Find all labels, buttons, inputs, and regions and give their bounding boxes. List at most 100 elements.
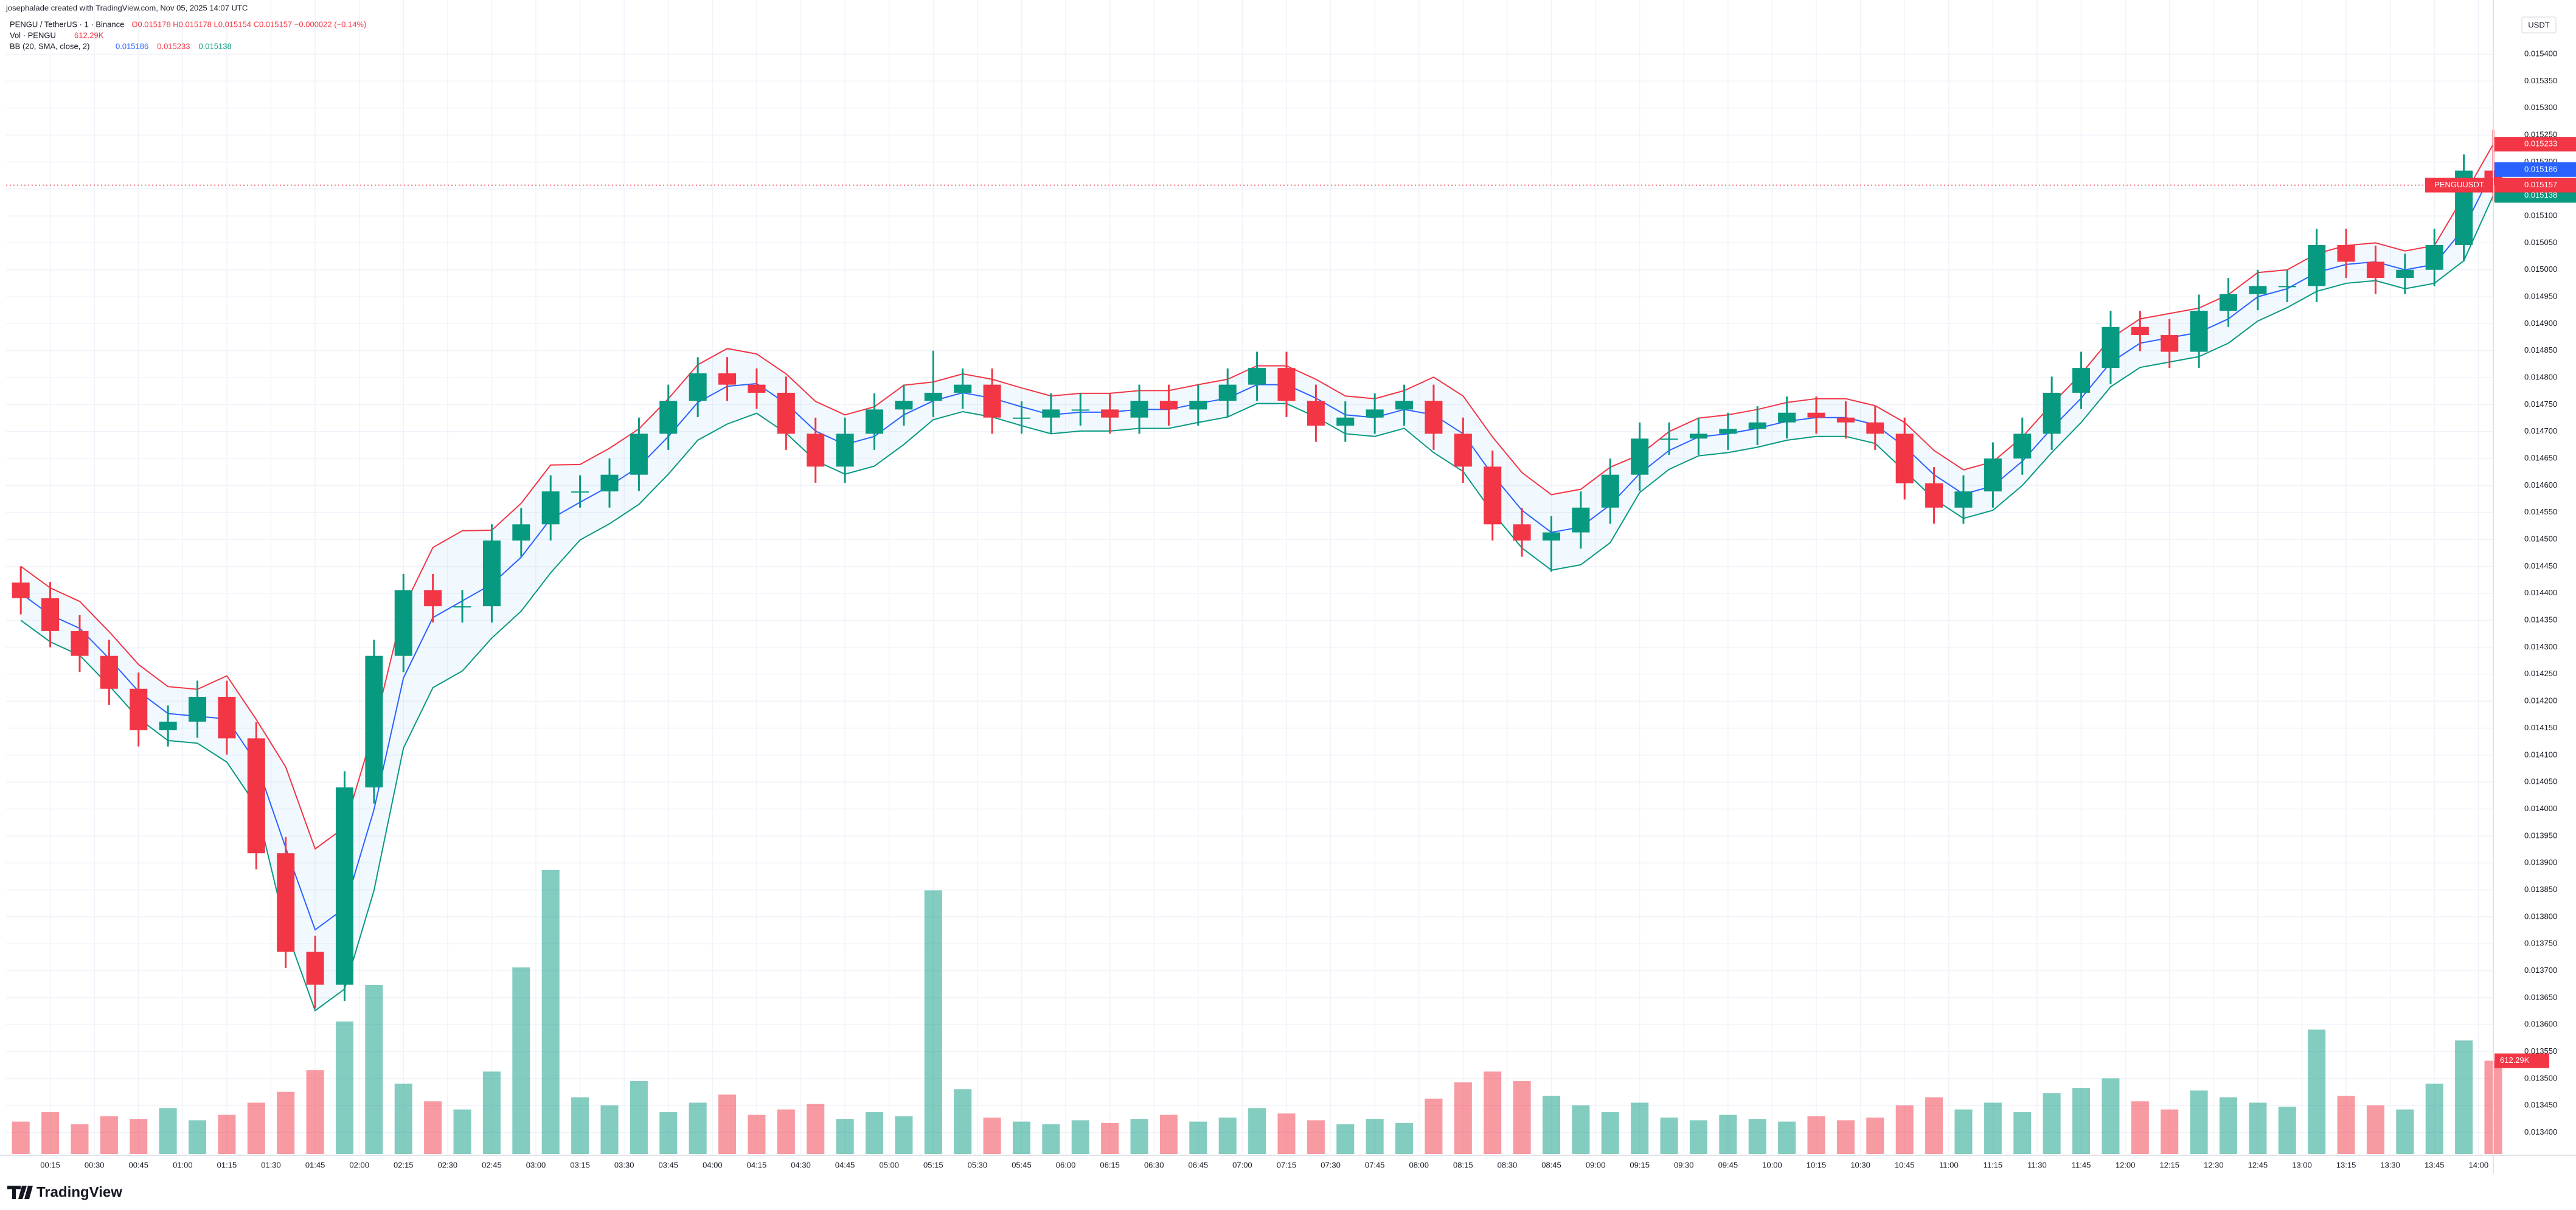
x-tick-label: 02:15: [394, 1160, 414, 1169]
volume-bar: [335, 1022, 354, 1154]
volume-bar: [306, 1070, 324, 1154]
volume-bar: [630, 1080, 648, 1154]
volume-bar: [1807, 1116, 1825, 1154]
x-tick-label: 09:00: [1586, 1160, 1606, 1169]
y-tick-label: 0.013400: [2524, 1127, 2557, 1136]
x-tick-label: 03:45: [659, 1160, 679, 1169]
candle-body: [2072, 368, 2091, 393]
y-tick-label: 0.015400: [2524, 49, 2557, 58]
candle-body: [1307, 401, 1325, 426]
y-tick-label: 0.013550: [2524, 1046, 2557, 1056]
x-tick-label: 03:30: [614, 1160, 634, 1169]
candle-body: [689, 373, 707, 401]
candle-body: [2337, 244, 2355, 262]
y-tick-label: 0.014150: [2524, 723, 2557, 732]
volume-bar: [189, 1120, 207, 1154]
candle-body: [306, 952, 324, 985]
candle-body: [630, 434, 648, 475]
volume-bar: [1689, 1120, 1707, 1154]
x-tick-label: 04:00: [703, 1160, 723, 1169]
volume-bar: [983, 1117, 1001, 1154]
volume-bar: [1218, 1117, 1237, 1154]
volume-bar: [2013, 1112, 2032, 1154]
x-tick-label: 08:30: [1498, 1160, 1518, 1169]
y-tick-label: 0.013600: [2524, 1020, 2557, 1029]
candle-body: [1542, 532, 1561, 541]
ohlc: O0.015178 H0.015178 L0.015154 C0.015157 …: [131, 19, 366, 29]
band-price-label: 0.015138: [2524, 190, 2557, 199]
x-tick-label: 04:30: [791, 1160, 811, 1169]
volume-bar: [1572, 1105, 1590, 1154]
y-tick-label: 0.013650: [2524, 992, 2557, 1001]
y-tick-label: 0.014500: [2524, 534, 2557, 544]
x-tick-label: 08:45: [1541, 1160, 1561, 1169]
x-tick-label: 13:30: [2380, 1160, 2400, 1169]
volume-bar: [1925, 1097, 1943, 1154]
y-tick-label: 0.014700: [2524, 426, 2557, 435]
volume-bar: [659, 1112, 678, 1154]
x-tick-label: 11:00: [1939, 1160, 1959, 1169]
volume-bar: [2072, 1088, 2091, 1154]
candle-body: [1631, 438, 1649, 475]
volume-bar: [482, 1071, 501, 1154]
volume-bar: [1748, 1119, 1766, 1154]
volume-bar: [807, 1104, 825, 1154]
candle-body: [1159, 401, 1178, 410]
y-tick-label: 0.013700: [2524, 966, 2557, 975]
volume-bar: [1012, 1121, 1030, 1154]
candle-body: [1866, 422, 1884, 434]
y-tick-label: 0.014250: [2524, 669, 2557, 678]
candle-body: [1484, 466, 1502, 525]
y-tick-label: 0.013850: [2524, 885, 2557, 894]
currency[interactable]: USDT: [2528, 20, 2549, 29]
band-fill: [21, 144, 2493, 1011]
currency-button[interactable]: [2521, 16, 2557, 33]
logo-icon: [7, 1186, 33, 1199]
y-tick-label: 0.014750: [2524, 399, 2557, 409]
volume-bar: [689, 1102, 707, 1154]
candle-body: [130, 688, 148, 731]
volume-bar: [1366, 1119, 1384, 1154]
logo: TradingView: [7, 1184, 122, 1200]
volume-legend-value: 612.29K: [74, 30, 104, 40]
volume-bar: [2131, 1101, 2149, 1154]
volume-bar: [71, 1124, 89, 1154]
volume-bar: [1601, 1112, 1619, 1154]
candle-body: [1719, 429, 1737, 434]
candle-body: [1101, 409, 1119, 418]
volume-bar: [394, 1084, 412, 1154]
x-tick-label: 13:45: [2425, 1160, 2445, 1169]
volume-bar: [1042, 1124, 1060, 1154]
x-tick-label: 13:00: [2292, 1160, 2312, 1169]
x-tick-label: 05:00: [879, 1160, 899, 1169]
volume-bar: [1454, 1082, 1472, 1154]
x-tick-label: 00:15: [40, 1160, 60, 1169]
x-tick-label: 06:30: [1144, 1160, 1164, 1169]
volume-bar: [277, 1091, 295, 1154]
volume-bar: [541, 869, 560, 1154]
y-tick-label: 0.014900: [2524, 319, 2557, 328]
candle-body: [1954, 491, 1973, 508]
candle-body: [365, 655, 383, 788]
volume-bar: [2308, 1029, 2326, 1154]
candle-body: [748, 384, 766, 393]
volume-bar: [1189, 1121, 1207, 1154]
volume-bar: [1719, 1115, 1737, 1154]
bb-legend-value: 0.015233: [157, 41, 190, 50]
volume-pane: [12, 869, 2502, 1154]
x-tick-label: 04:45: [835, 1160, 855, 1169]
y-tick-label: 0.013950: [2524, 831, 2557, 840]
volume-bar: [718, 1094, 737, 1154]
volume-bar: [100, 1116, 118, 1154]
bb-legend-value: 0.015138: [198, 41, 231, 50]
volume-bar: [1130, 1119, 1148, 1154]
x-tick-label: 10:15: [1807, 1160, 1827, 1169]
candle-body: [718, 373, 737, 385]
candle-body: [1395, 401, 1414, 410]
x-tick-label: 10:00: [1762, 1160, 1782, 1169]
volume-bar: [1484, 1071, 1502, 1154]
volume-bar: [2366, 1105, 2384, 1154]
volume-bar: [130, 1119, 148, 1154]
candle-body: [836, 434, 854, 467]
volume-bar: [1836, 1120, 1855, 1154]
